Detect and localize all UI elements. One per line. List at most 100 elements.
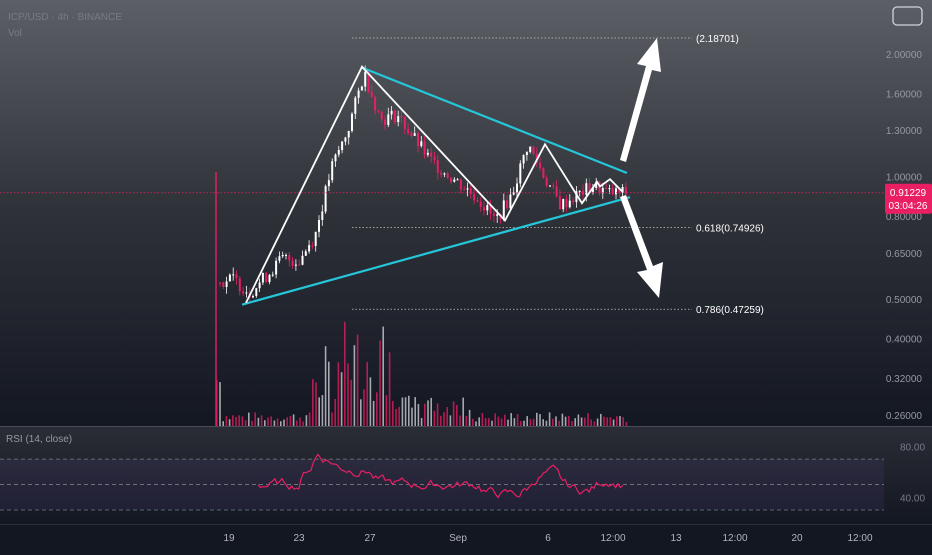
candle-body	[512, 192, 515, 195]
candle-body	[585, 183, 588, 195]
candle-body	[314, 231, 317, 246]
elliott-wave-path	[245, 65, 623, 304]
rsi-line	[257, 453, 624, 499]
volume-bar	[504, 414, 506, 426]
volume-bar	[248, 412, 250, 426]
candle-body	[337, 150, 340, 155]
candle-body	[516, 183, 518, 193]
volume-bar	[465, 415, 468, 426]
volume-bar	[238, 415, 240, 426]
candle-body	[588, 183, 591, 193]
volume-bar	[590, 419, 592, 426]
volume-bar	[494, 413, 496, 426]
rsi-tick-label: 40.00	[900, 493, 925, 504]
fib-level-label: 0.786(0.47259)	[696, 305, 764, 316]
volume-bar	[433, 410, 436, 426]
candle-body	[324, 186, 327, 212]
volume-bar	[401, 397, 404, 426]
candle-body	[426, 152, 429, 155]
volume-bar	[219, 382, 221, 426]
candle-body	[311, 245, 314, 247]
volume-bar	[580, 417, 583, 426]
volume-bar	[606, 417, 608, 426]
candle-body	[351, 113, 353, 131]
volume-bar	[523, 420, 525, 426]
volume-bar	[244, 420, 247, 426]
volume-bar	[356, 334, 359, 426]
candle-body	[321, 211, 324, 220]
price-tick-label: 0.40000	[886, 335, 923, 346]
volume-bar	[382, 326, 384, 426]
candle-body	[486, 205, 489, 211]
candle-body	[456, 179, 459, 181]
snapshot-icon[interactable]	[892, 6, 923, 26]
candle-body	[370, 91, 373, 98]
candle-body	[555, 186, 558, 197]
time-tick-label: 6	[545, 533, 551, 544]
volume-label: Vol	[8, 28, 22, 39]
volume-bar	[308, 412, 311, 426]
candle-body	[265, 273, 268, 282]
candle-body	[621, 187, 624, 193]
volume-bar	[385, 395, 388, 426]
candle-body	[235, 274, 238, 279]
bearish-projection-arrow	[620, 195, 663, 298]
price-tick-label: 1.00000	[886, 173, 923, 184]
volume-bar	[507, 419, 509, 426]
candle-body	[354, 97, 357, 114]
volume-bar	[484, 418, 487, 426]
candle-body	[304, 251, 307, 256]
volume-bar	[542, 419, 544, 426]
candle-body	[413, 133, 416, 136]
candle-body	[453, 179, 456, 182]
candle-body	[502, 200, 505, 220]
candle-body	[479, 201, 482, 207]
candle-body	[384, 119, 386, 125]
candle-body	[393, 110, 396, 123]
candle-body	[417, 133, 419, 147]
candle-body	[364, 71, 367, 87]
candle-body	[255, 288, 258, 296]
volume-bar	[414, 397, 416, 426]
time-tick-label: 20	[791, 533, 803, 544]
volume-bar	[536, 412, 538, 426]
candle-body	[423, 141, 426, 155]
rsi-pane-background	[0, 427, 932, 524]
volume-bar	[299, 417, 301, 426]
candle-body	[483, 207, 485, 211]
candle-body	[281, 255, 284, 257]
candle-body	[608, 188, 611, 190]
candle-body	[522, 155, 525, 164]
time-tick-label: 12:00	[847, 533, 872, 544]
candle-body	[278, 256, 281, 261]
volume-bar	[584, 417, 586, 426]
candle-body	[624, 187, 627, 194]
candle-body	[529, 146, 532, 152]
volume-bar	[571, 421, 573, 426]
bullish-projection-arrow	[620, 38, 661, 162]
volume-bar	[552, 418, 554, 426]
volume-bar	[462, 397, 464, 426]
volume-bar	[500, 418, 503, 426]
volume-bar	[497, 416, 500, 426]
volume-bar	[548, 412, 551, 426]
time-tick-label: 27	[364, 533, 376, 544]
candle-body	[334, 154, 337, 162]
volume-bar	[456, 405, 458, 426]
volume-bar	[395, 409, 397, 426]
volume-bar	[328, 361, 330, 426]
candle-body	[459, 179, 462, 190]
price-tick-label: 1.60000	[886, 89, 923, 100]
volume-bar	[417, 404, 420, 426]
candle-body	[380, 111, 383, 120]
candle-body	[582, 190, 584, 195]
candle-body	[275, 260, 278, 275]
volume-bar	[430, 397, 432, 426]
volume-bar	[315, 382, 317, 426]
volume-bar	[241, 416, 244, 426]
volume-bar	[424, 403, 426, 426]
volume-bar	[600, 413, 602, 426]
price-tick-label: 0.50000	[886, 295, 923, 306]
volume-bar	[568, 415, 570, 426]
volume-bar	[529, 419, 532, 426]
